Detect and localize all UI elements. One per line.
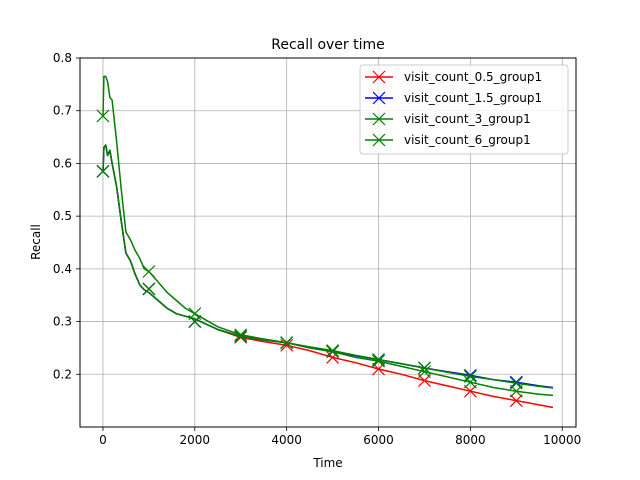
x-tick-label: 10000 xyxy=(543,433,581,447)
data-point xyxy=(418,361,431,375)
data-point xyxy=(509,375,523,389)
data-point xyxy=(188,307,202,321)
chart-title: Recall over time xyxy=(271,37,385,53)
data-point xyxy=(372,354,385,368)
series-line xyxy=(102,144,554,397)
data-point xyxy=(509,376,523,390)
data-point xyxy=(96,109,110,123)
series-visit_count_3_group1 xyxy=(96,144,554,398)
data-point xyxy=(463,369,477,383)
legend-label: visit_count_0.5_group1 xyxy=(404,70,542,84)
y-tick-label: 0.8 xyxy=(53,51,72,65)
data-point xyxy=(326,350,340,364)
series-visit_count_6_group1 xyxy=(96,75,554,390)
legend-label: visit_count_6_group1 xyxy=(404,133,531,147)
y-tick-label: 0.7 xyxy=(53,104,72,118)
data-point xyxy=(463,384,477,398)
data-point xyxy=(326,345,340,359)
y-tick-label: 0.5 xyxy=(53,209,72,223)
x-tick-label: 2000 xyxy=(180,433,211,447)
x-tick-label: 8000 xyxy=(455,433,486,447)
series-line xyxy=(102,75,554,389)
y-tick-label: 0.6 xyxy=(53,156,72,170)
data-point xyxy=(142,282,156,296)
y-tick-label: 0.4 xyxy=(53,262,72,276)
data-point xyxy=(234,328,248,342)
plot-frame xyxy=(79,57,577,428)
data-point xyxy=(418,374,431,388)
ticks: 0 2000 4000 6000 8000 10000 0.2 0.3 0.4 0.5 0.6 0.7… xyxy=(53,51,581,447)
x-tick-label: 0 xyxy=(99,433,107,447)
y-tick-label: 0.2 xyxy=(53,367,72,381)
data-point xyxy=(463,368,477,382)
legend-marker xyxy=(372,91,386,105)
data-point xyxy=(234,329,248,343)
series-layer xyxy=(96,75,554,409)
series-visit_count_1.5_group1 xyxy=(96,144,554,389)
legend: visit_count_0.5_group1 visit_count_1.5_gr… xyxy=(359,64,569,155)
legend-marker xyxy=(372,70,386,84)
y-axis-label: Recall xyxy=(29,224,43,260)
x-tick-label: 4000 xyxy=(271,433,302,447)
legend-box xyxy=(359,64,569,155)
data-point xyxy=(326,344,340,357)
data-point xyxy=(509,394,523,408)
legend-label: visit_count_1.5_group1 xyxy=(404,91,542,105)
legend-label: visit_count_3_group1 xyxy=(404,112,531,126)
series-line xyxy=(102,144,554,409)
x-tick-label: 6000 xyxy=(363,433,394,447)
data-point xyxy=(280,336,294,350)
legend-marker xyxy=(372,112,386,126)
data-point xyxy=(463,375,477,389)
data-point xyxy=(96,164,110,178)
x-axis-label: Time xyxy=(312,456,342,470)
series-visit_count_0.5_group1 xyxy=(96,144,554,409)
data-point xyxy=(142,265,156,278)
y-tick-label: 0.3 xyxy=(53,315,72,329)
data-point xyxy=(372,353,385,366)
legend-marker xyxy=(372,133,386,147)
